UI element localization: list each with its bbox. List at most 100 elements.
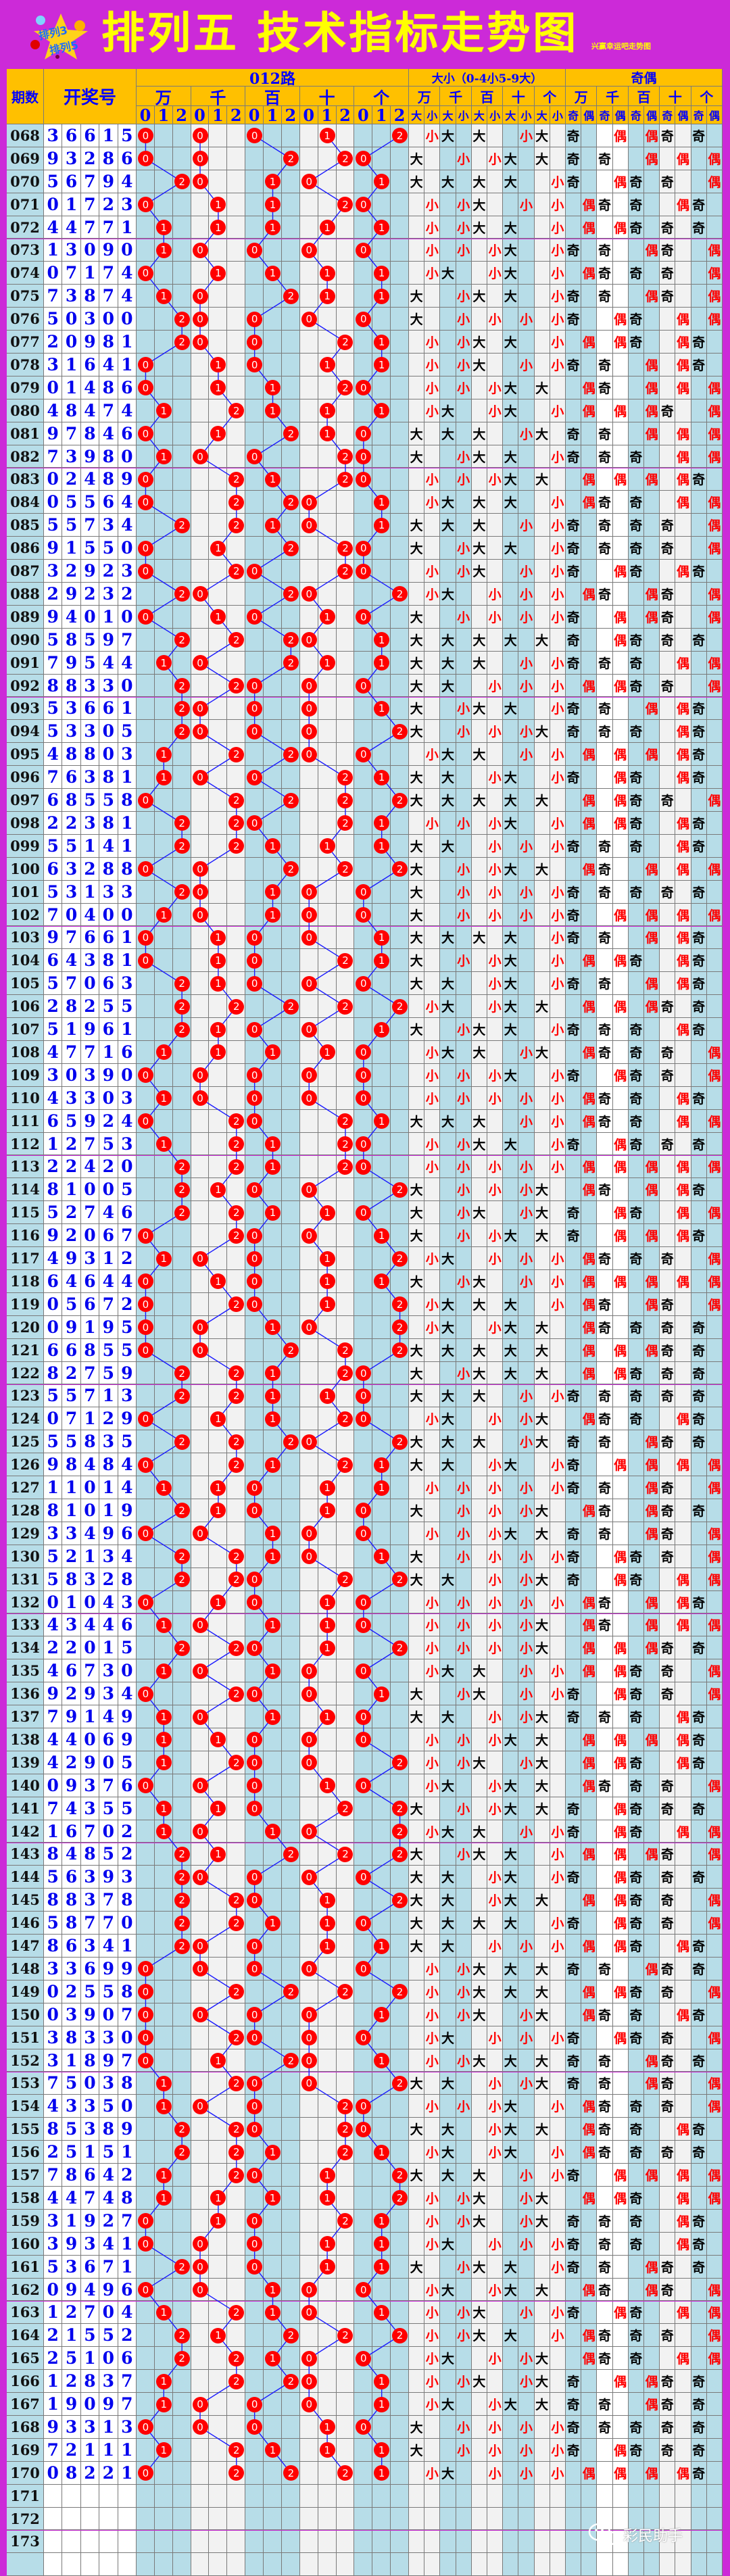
small-cell <box>518 858 534 881</box>
big-cell <box>440 904 456 927</box>
route-cell <box>209 835 227 858</box>
header-oe-label: 偶 <box>675 106 691 124</box>
route-cell <box>209 1110 227 1133</box>
even-cell: 偶 <box>707 1110 723 1133</box>
small-cell <box>487 124 503 147</box>
header-oe-label: 奇 <box>660 106 675 124</box>
header-bs-label: 大 <box>409 106 424 124</box>
big-cell <box>535 881 550 904</box>
route-cell <box>282 881 300 904</box>
draw-digit-ge: 4 <box>118 491 137 514</box>
odd-cell: 奇 <box>597 1110 612 1133</box>
big-cell <box>440 354 456 376</box>
small-cell <box>518 1064 534 1087</box>
even-cell: 偶 <box>581 376 597 399</box>
route-cell <box>209 904 227 927</box>
even-cell: 偶 <box>581 468 597 491</box>
even-cell <box>613 698 629 721</box>
odd-cell <box>660 560 675 583</box>
route-cell <box>245 468 264 491</box>
odd-cell: 奇 <box>629 720 644 743</box>
small-cell <box>518 445 534 468</box>
draw-digit-wan: 5 <box>44 308 62 331</box>
small-cell: 小 <box>456 698 472 721</box>
big-cell: 大 <box>503 858 518 881</box>
header-bs-wan: 万 <box>409 87 440 106</box>
odd-cell <box>566 1156 581 1179</box>
odd-cell: 奇 <box>629 812 644 835</box>
route-cell <box>264 949 282 972</box>
route-cell <box>264 675 282 698</box>
small-cell: 小 <box>550 285 566 308</box>
even-cell: 偶 <box>644 468 660 491</box>
period-cell: 080 <box>7 399 44 422</box>
draw-digit-ge: 3 <box>118 972 137 995</box>
odd-cell <box>691 308 707 331</box>
odd-cell <box>660 354 675 376</box>
big-cell: 大 <box>440 399 456 422</box>
small-cell <box>518 972 534 995</box>
route-cell <box>337 1018 355 1041</box>
draw-digit-ge: 3 <box>118 743 137 766</box>
small-cell: 小 <box>550 331 566 354</box>
odd-cell: 奇 <box>660 1133 675 1156</box>
big-cell <box>535 766 550 789</box>
route-cell <box>318 147 337 170</box>
odd-cell: 奇 <box>597 972 612 995</box>
route-cell <box>282 124 300 147</box>
big-cell <box>440 331 456 354</box>
header-oe-shi: 十 <box>660 87 691 106</box>
even-cell <box>707 766 723 789</box>
even-cell <box>581 170 597 193</box>
draw-digit-bai: 7 <box>81 514 99 537</box>
draw-digit-qian: 0 <box>62 308 80 331</box>
even-cell <box>644 720 660 743</box>
route-cell <box>227 354 245 376</box>
draw-digit-ge: 6 <box>118 376 137 399</box>
even-cell: 偶 <box>707 285 723 308</box>
route-cell <box>191 1178 210 1201</box>
period-cell: 072 <box>7 216 44 239</box>
small-cell <box>518 468 534 491</box>
route-cell <box>318 239 337 262</box>
even-cell <box>675 1133 691 1156</box>
big-cell <box>440 537 456 560</box>
small-cell <box>424 927 440 950</box>
route-cell <box>173 904 191 927</box>
route-cell <box>318 491 337 514</box>
small-cell <box>487 743 503 766</box>
route-cell <box>191 399 210 422</box>
big-cell: 大 <box>440 583 456 606</box>
odd-cell: 奇 <box>566 766 581 789</box>
draw-digit-qian: 5 <box>62 514 80 537</box>
route-cell <box>318 675 337 698</box>
small-cell: 小 <box>424 331 440 354</box>
small-cell: 小 <box>518 354 534 376</box>
odd-cell <box>629 1178 644 1201</box>
even-cell <box>613 858 629 881</box>
route-cell <box>372 1041 391 1064</box>
odd-cell: 奇 <box>691 766 707 789</box>
draw-digit-wan: 4 <box>44 399 62 422</box>
even-cell <box>707 468 723 491</box>
big-cell <box>535 308 550 331</box>
even-cell: 偶 <box>613 789 629 812</box>
route-cell <box>318 445 337 468</box>
route-cell <box>245 147 264 170</box>
odd-cell: 奇 <box>597 537 612 560</box>
period-cell: 112 <box>7 1133 44 1156</box>
route-cell <box>318 972 337 995</box>
route-cell <box>209 514 227 537</box>
route-cell <box>318 927 337 950</box>
big-cell: 大 <box>409 972 424 995</box>
route-cell <box>173 124 191 147</box>
route-cell <box>337 1201 355 1224</box>
big-cell <box>440 812 456 835</box>
route-cell <box>209 766 227 789</box>
even-cell <box>675 399 691 422</box>
period-cell: 092 <box>7 675 44 698</box>
draw-digit-qian: 2 <box>62 1201 80 1224</box>
route-cell <box>300 1156 318 1179</box>
odd-cell: 奇 <box>566 835 581 858</box>
even-cell: 偶 <box>707 1201 723 1224</box>
